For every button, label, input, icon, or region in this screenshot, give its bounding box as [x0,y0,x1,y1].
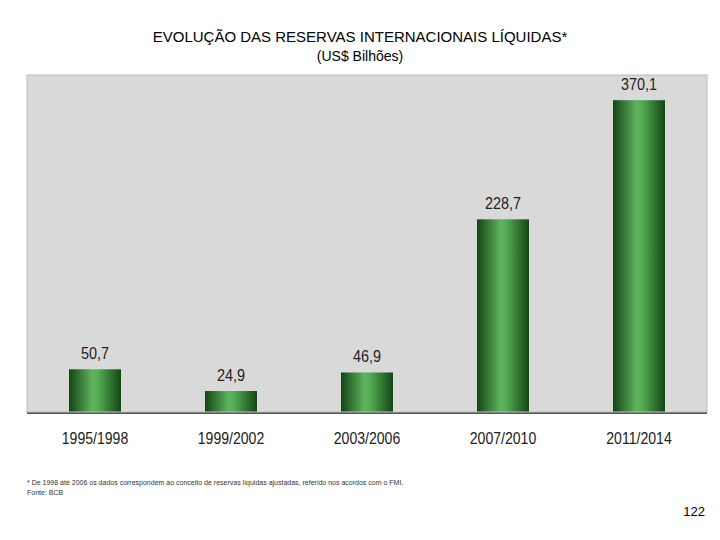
bars [69,100,665,412]
bar [477,219,529,412]
category-label: 2003/2006 [334,429,401,447]
data-label: 24,9 [217,366,245,384]
page-number: 122 [683,504,705,519]
category-label: 2007/2010 [470,429,537,447]
title: EVOLUÇÃO DAS RESERVAS INTERNACIONAIS LÍQ… [153,28,568,45]
category-label: 1995/1998 [62,429,129,447]
labels: 50,7 1995/1998 24,9 1999/2002 46,9 2003/2006 2… [62,75,672,447]
bar [341,372,393,412]
subtitle: (US$ Bilhões) [317,48,403,64]
category-label: 2011/2014 [606,429,671,447]
footnote: * De 1998 até 2006 os dados correspondem… [27,479,403,487]
data-label: 50,7 [81,345,109,363]
plot-frame [27,75,707,412]
category-label: 1999/2002 [198,429,265,447]
bar [205,391,257,412]
source: Fonte: BCB [27,489,64,496]
chart-svg: EVOLUÇÃO DAS RESERVAS INTERNACIONAIS LÍQ… [0,0,720,540]
data-label: 46,9 [353,348,381,366]
data-label: 370,1 [621,75,657,93]
bar [613,100,665,412]
bar [69,369,121,412]
data-label: 228,7 [485,195,521,213]
plot-area [27,75,707,412]
